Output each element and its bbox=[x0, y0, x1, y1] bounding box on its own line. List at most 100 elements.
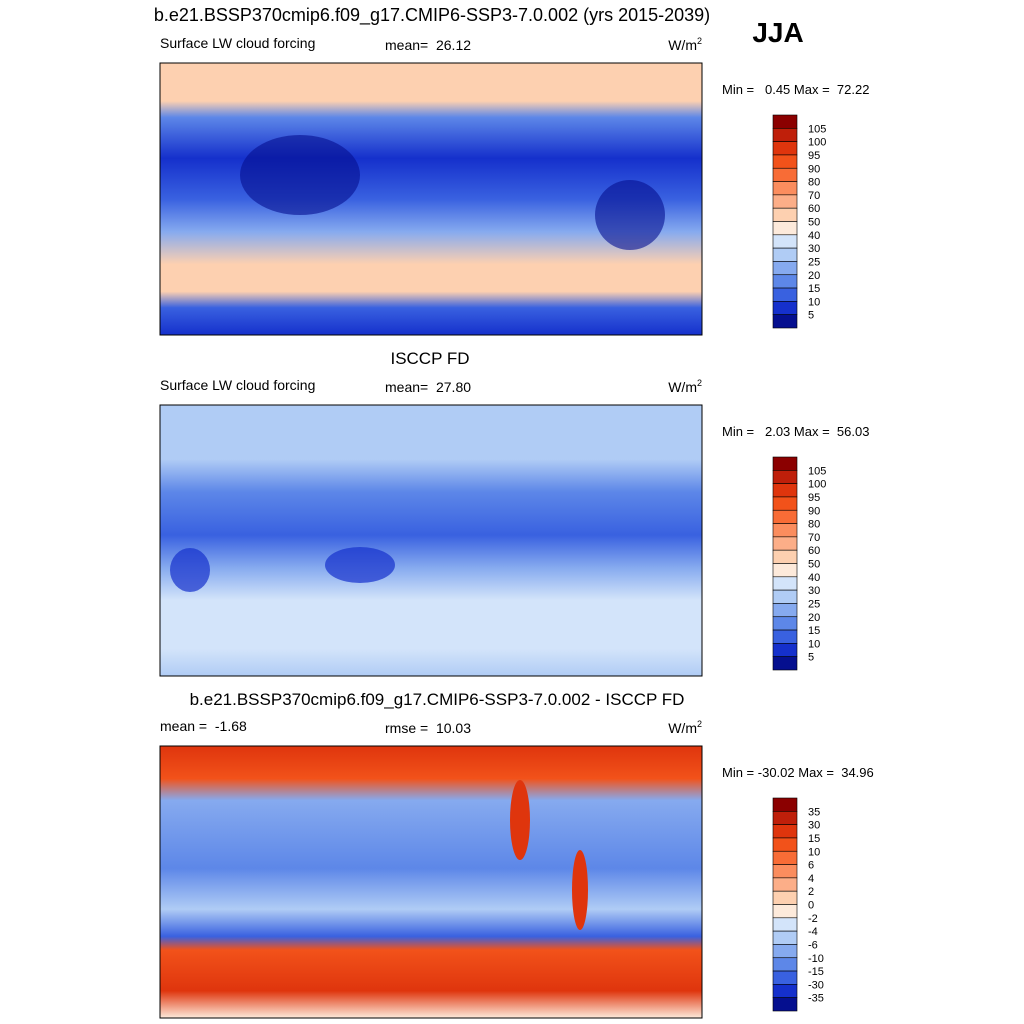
colorbar-box bbox=[772, 656, 798, 671]
colorbar-box bbox=[772, 824, 798, 839]
colorbar-box bbox=[772, 287, 798, 302]
colorbar-label: 25 bbox=[808, 598, 820, 610]
colorbar-box bbox=[772, 877, 798, 892]
colorbar-box bbox=[772, 864, 798, 879]
min-max: Min = 0.45 Max = 72.22 bbox=[722, 82, 869, 97]
colorbar-box bbox=[772, 128, 798, 142]
colorbar-box bbox=[772, 643, 798, 657]
colorbar-label: 95 bbox=[808, 150, 820, 162]
colorbar-box bbox=[772, 616, 798, 631]
colorbar-label: 0 bbox=[808, 900, 814, 912]
colorbar-box bbox=[772, 563, 798, 578]
colorbar-box bbox=[772, 314, 798, 329]
panel-left: Surface LW cloud forcing bbox=[160, 35, 315, 51]
colorbar-label: 70 bbox=[808, 532, 820, 544]
colorbar-label: 50 bbox=[808, 217, 820, 229]
colorbar-label: 35 bbox=[808, 806, 820, 818]
colorbar-box bbox=[772, 274, 798, 289]
colorbar-box bbox=[772, 523, 798, 538]
panel-center: mean= 26.12 bbox=[385, 37, 471, 53]
colorbar-label: 90 bbox=[808, 163, 820, 175]
colorbar-label: 20 bbox=[808, 612, 820, 624]
units: W/m2 bbox=[668, 36, 702, 53]
colorbar-label: 15 bbox=[808, 625, 820, 637]
colorbar-box bbox=[772, 456, 798, 471]
colorbar-label: 90 bbox=[808, 505, 820, 517]
colorbar-label: 30 bbox=[808, 585, 820, 597]
colorbar-label: 10 bbox=[808, 638, 820, 650]
map-feature bbox=[170, 548, 210, 592]
colorbar-box bbox=[772, 234, 798, 249]
colorbar-box bbox=[772, 509, 798, 524]
colorbar-label: 15 bbox=[808, 283, 820, 295]
panel-title: ISCCP FD bbox=[390, 349, 469, 368]
colorbar-label: 100 bbox=[808, 137, 826, 149]
colorbar-box bbox=[772, 301, 798, 315]
colorbar-label: 15 bbox=[808, 833, 820, 845]
colorbar-label: 4 bbox=[808, 873, 814, 885]
units: W/m2 bbox=[668, 378, 702, 395]
panel-center: mean= 27.80 bbox=[385, 379, 471, 395]
colorbar-label: 10 bbox=[808, 846, 820, 858]
colorbar-box bbox=[772, 629, 798, 644]
colorbar-label: 5 bbox=[808, 652, 814, 664]
panel-title: b.e21.BSSP370cmip6.f09_g17.CMIP6-SSP3-7.… bbox=[190, 690, 685, 709]
colorbar-label: 30 bbox=[808, 820, 820, 832]
min-max: Min = 2.03 Max = 56.03 bbox=[722, 424, 869, 439]
colorbar-box bbox=[772, 603, 798, 618]
units: W/m2 bbox=[668, 719, 702, 736]
colorbar-box bbox=[772, 904, 798, 919]
colorbar-label: 30 bbox=[808, 243, 820, 255]
colorbar-label: 40 bbox=[808, 230, 820, 242]
colorbar-box bbox=[772, 811, 798, 825]
colorbar-box bbox=[772, 194, 798, 209]
panel-center: rmse = 10.03 bbox=[385, 720, 471, 736]
season: JJA bbox=[752, 17, 803, 48]
colorbar-label: 60 bbox=[808, 203, 820, 215]
colorbar-box bbox=[772, 549, 798, 564]
colorbar-box bbox=[772, 970, 798, 985]
units-base: W/m bbox=[668, 379, 697, 395]
map-field bbox=[159, 745, 703, 1019]
colorbar-label: 50 bbox=[808, 559, 820, 571]
colorbar-box bbox=[772, 483, 798, 498]
colorbar-box bbox=[772, 207, 798, 222]
colorbar-box bbox=[772, 957, 798, 972]
colorbar-label: -2 bbox=[808, 913, 818, 925]
colorbar-box bbox=[772, 167, 798, 182]
colorbar-box bbox=[772, 589, 798, 604]
min-max: Min = -30.02 Max = 34.96 bbox=[722, 765, 874, 780]
colorbar-label: -35 bbox=[808, 993, 824, 1005]
colorbar-label: 2 bbox=[808, 886, 814, 898]
colorbar-box bbox=[772, 576, 798, 591]
colorbar-box bbox=[772, 247, 798, 262]
colorbar-box bbox=[772, 850, 798, 865]
units-base: W/m bbox=[668, 37, 697, 53]
units-exp: 2 bbox=[697, 36, 702, 46]
map-feature bbox=[572, 850, 588, 930]
colorbar-label: 100 bbox=[808, 479, 826, 491]
map-feature bbox=[240, 135, 360, 215]
colorbar-label: 25 bbox=[808, 256, 820, 268]
colorbar-label: 5 bbox=[808, 310, 814, 322]
map-field bbox=[159, 404, 703, 677]
colorbar-label: 105 bbox=[808, 123, 826, 135]
colorbar-label: -10 bbox=[808, 953, 824, 965]
panel-left: mean = -1.68 bbox=[160, 718, 247, 734]
colorbar-box bbox=[772, 930, 798, 945]
colorbar-label: 80 bbox=[808, 519, 820, 531]
map-feature bbox=[595, 180, 665, 250]
map-feature bbox=[325, 547, 395, 583]
colorbar-box bbox=[772, 797, 798, 812]
colorbar-box bbox=[772, 837, 798, 852]
colorbar-box bbox=[772, 536, 798, 551]
colorbar-label: 105 bbox=[808, 465, 826, 477]
colorbar-label: 40 bbox=[808, 572, 820, 584]
map-feature bbox=[510, 780, 530, 860]
colorbar-box bbox=[772, 944, 798, 959]
colorbar-box bbox=[772, 917, 798, 932]
colorbar-box bbox=[772, 997, 798, 1012]
colorbar-box bbox=[772, 261, 798, 276]
colorbar-label: -4 bbox=[808, 926, 818, 938]
